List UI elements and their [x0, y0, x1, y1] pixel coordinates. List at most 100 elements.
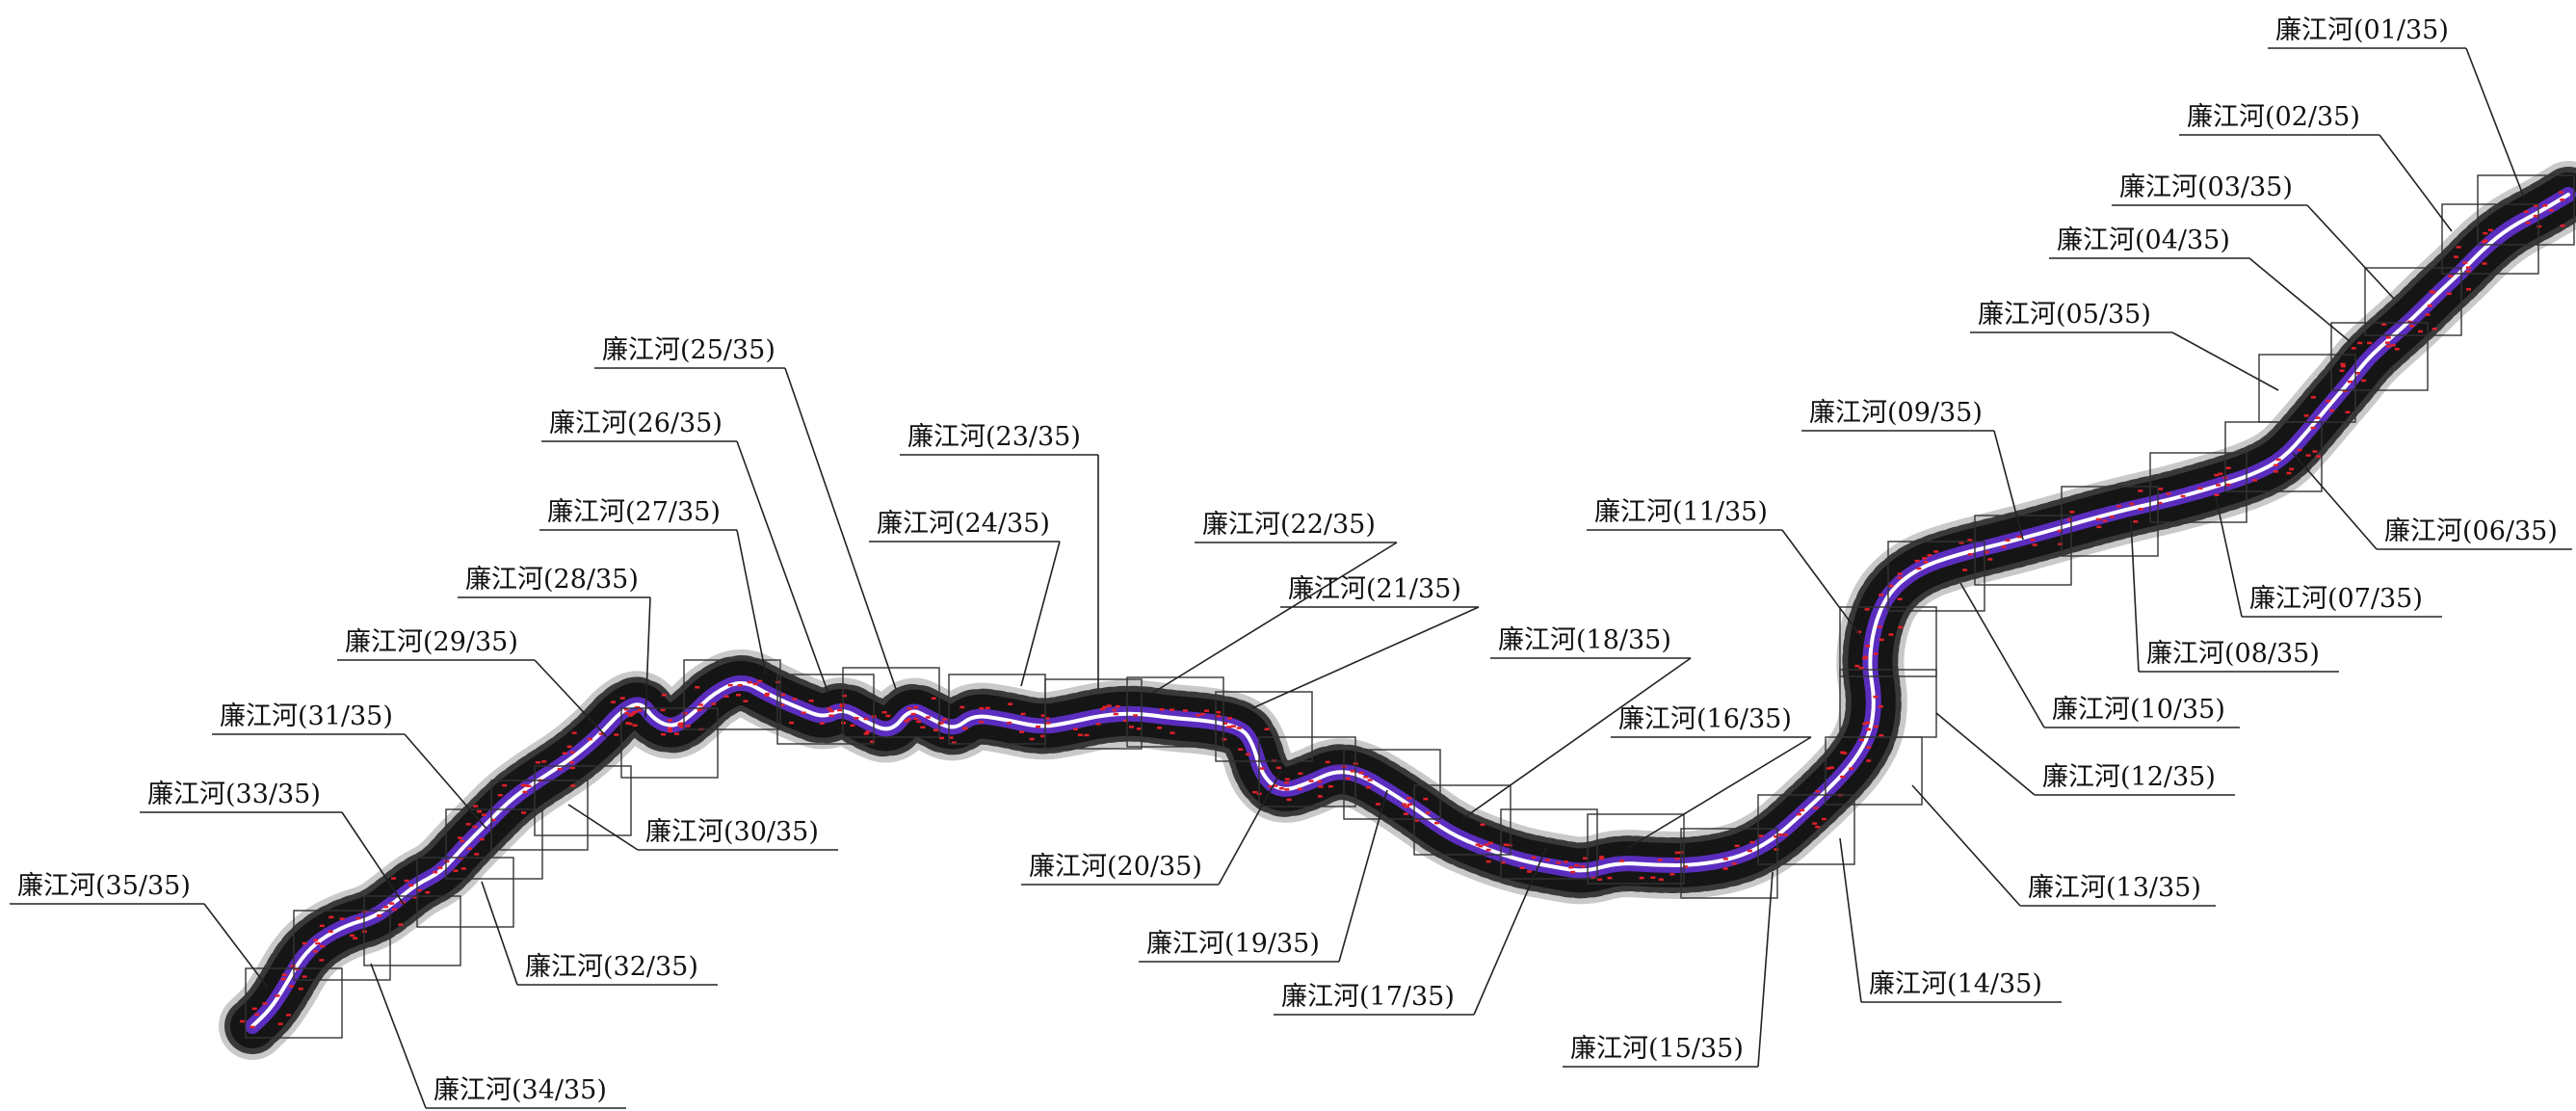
sheet-frame-11	[1839, 606, 1937, 677]
survey-mark	[1350, 770, 1355, 773]
survey-mark	[1856, 630, 1862, 634]
survey-mark	[635, 705, 641, 709]
survey-mark	[837, 708, 842, 712]
survey-mark	[1821, 817, 1827, 821]
survey-mark	[1923, 561, 1929, 564]
leader-line-30	[567, 804, 639, 851]
sheet-label-25: 廉江河(25/35)	[602, 335, 775, 365]
survey-mark	[1044, 717, 1050, 720]
survey-mark	[1987, 558, 1993, 561]
survey-mark	[1879, 638, 1884, 642]
survey-mark	[1639, 876, 1644, 880]
leader-line-34	[370, 963, 427, 1109]
survey-mark	[1375, 803, 1380, 806]
survey-mark	[1866, 759, 1872, 762]
leader-line-21	[1251, 606, 1480, 709]
sheet-frame-20	[1258, 736, 1356, 807]
survey-mark	[1216, 714, 1222, 718]
survey-mark	[1897, 597, 1903, 600]
survey-mark	[1863, 655, 1869, 659]
survey-mark	[637, 709, 643, 712]
survey-mark	[632, 710, 638, 714]
survey-mark	[2418, 330, 2423, 333]
survey-mark	[526, 784, 532, 787]
leader-line-02	[2379, 134, 2453, 232]
survey-mark	[1297, 787, 1302, 791]
survey-mark	[275, 994, 280, 997]
survey-mark	[1182, 709, 1188, 712]
survey-mark	[290, 965, 296, 967]
survey-mark	[1722, 867, 1728, 870]
survey-mark	[1204, 709, 1209, 712]
survey-mark	[850, 724, 855, 727]
sheet-label-27: 廉江河(27/35)	[547, 497, 721, 527]
survey-mark	[870, 740, 876, 743]
survey-mark	[661, 733, 666, 736]
survey-mark	[2096, 517, 2101, 521]
sheet-frame-25	[842, 667, 940, 738]
survey-mark	[1007, 721, 1012, 725]
sheet-label-18: 廉江河(18/35)	[1498, 625, 1671, 655]
survey-mark	[1849, 767, 1854, 770]
survey-mark	[1106, 704, 1112, 707]
survey-markers	[240, 191, 2565, 1029]
survey-mark	[1115, 704, 1120, 708]
sheet-frame-16	[1587, 813, 1685, 885]
survey-mark	[2030, 539, 2036, 542]
survey-mark	[752, 682, 758, 686]
leader-line-05	[2171, 331, 2279, 391]
survey-mark	[2252, 479, 2258, 482]
survey-mark	[240, 1019, 245, 1023]
survey-mark	[1597, 878, 1602, 881]
leader-line-25	[784, 367, 897, 690]
survey-mark	[1425, 811, 1431, 814]
sheet-label-34: 廉江河(34/35)	[434, 1075, 607, 1105]
survey-mark	[1758, 834, 1764, 837]
survey-mark	[614, 733, 619, 736]
channel-centerline	[250, 193, 2570, 1028]
survey-mark	[2406, 320, 2412, 324]
survey-mark	[2354, 372, 2360, 375]
survey-mark	[854, 717, 859, 720]
survey-mark	[1865, 721, 1871, 725]
survey-mark	[1170, 731, 1175, 734]
survey-mark	[2385, 336, 2391, 339]
survey-mark	[764, 694, 770, 697]
survey-mark	[1036, 725, 1040, 728]
survey-mark	[2462, 261, 2468, 264]
survey-mark	[329, 915, 334, 919]
survey-mark	[723, 695, 729, 698]
survey-mark	[1815, 790, 1821, 793]
survey-mark	[377, 913, 382, 917]
survey-mark	[557, 767, 563, 771]
survey-mark	[2558, 191, 2563, 194]
survey-mark	[2429, 290, 2434, 293]
leader-line-29	[534, 659, 608, 738]
survey-mark	[1308, 780, 1314, 782]
sheet-frame-27	[683, 659, 781, 730]
survey-mark	[863, 717, 869, 721]
survey-mark	[2138, 489, 2143, 492]
survey-mark	[2409, 325, 2415, 328]
survey-mark	[2525, 221, 2531, 225]
survey-mark	[2548, 209, 2554, 212]
survey-mark	[1480, 823, 1485, 827]
leader-line-27	[736, 529, 767, 675]
survey-mark	[668, 729, 673, 732]
sheet-frame-04	[2330, 322, 2429, 391]
survey-mark	[789, 721, 794, 725]
survey-mark	[1133, 714, 1139, 717]
survey-mark	[1774, 835, 1779, 838]
sheet-label-33: 廉江河(33/35)	[147, 780, 321, 809]
survey-mark	[904, 720, 909, 723]
survey-mark	[2133, 520, 2139, 523]
sheet-frame-15	[1680, 828, 1778, 899]
survey-mark	[808, 700, 814, 702]
survey-mark	[251, 1007, 257, 1011]
survey-mark	[2394, 348, 2400, 351]
sheet-frame-01	[2477, 174, 2575, 246]
leader-line-07	[2215, 495, 2243, 618]
survey-mark	[2102, 519, 2108, 522]
sheet-frame-35	[245, 967, 343, 1039]
leader-line-14	[1839, 837, 1862, 1003]
